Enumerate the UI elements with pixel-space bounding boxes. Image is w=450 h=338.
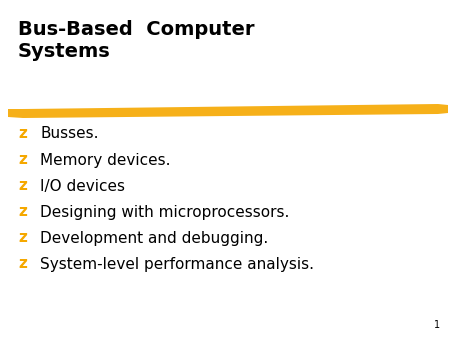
Text: z: z — [18, 126, 27, 142]
Text: Busses.: Busses. — [40, 126, 99, 142]
Polygon shape — [8, 104, 448, 118]
Text: z: z — [18, 178, 27, 193]
Text: Memory devices.: Memory devices. — [40, 152, 171, 168]
Text: I/O devices: I/O devices — [40, 178, 125, 193]
Text: z: z — [18, 204, 27, 219]
Text: 1: 1 — [434, 320, 440, 330]
Text: z: z — [18, 231, 27, 245]
Text: Designing with microprocessors.: Designing with microprocessors. — [40, 204, 289, 219]
Text: System-level performance analysis.: System-level performance analysis. — [40, 257, 314, 271]
Text: Bus-Based  Computer
Systems: Bus-Based Computer Systems — [18, 20, 255, 61]
Text: Development and debugging.: Development and debugging. — [40, 231, 268, 245]
Text: z: z — [18, 152, 27, 168]
Text: z: z — [18, 257, 27, 271]
